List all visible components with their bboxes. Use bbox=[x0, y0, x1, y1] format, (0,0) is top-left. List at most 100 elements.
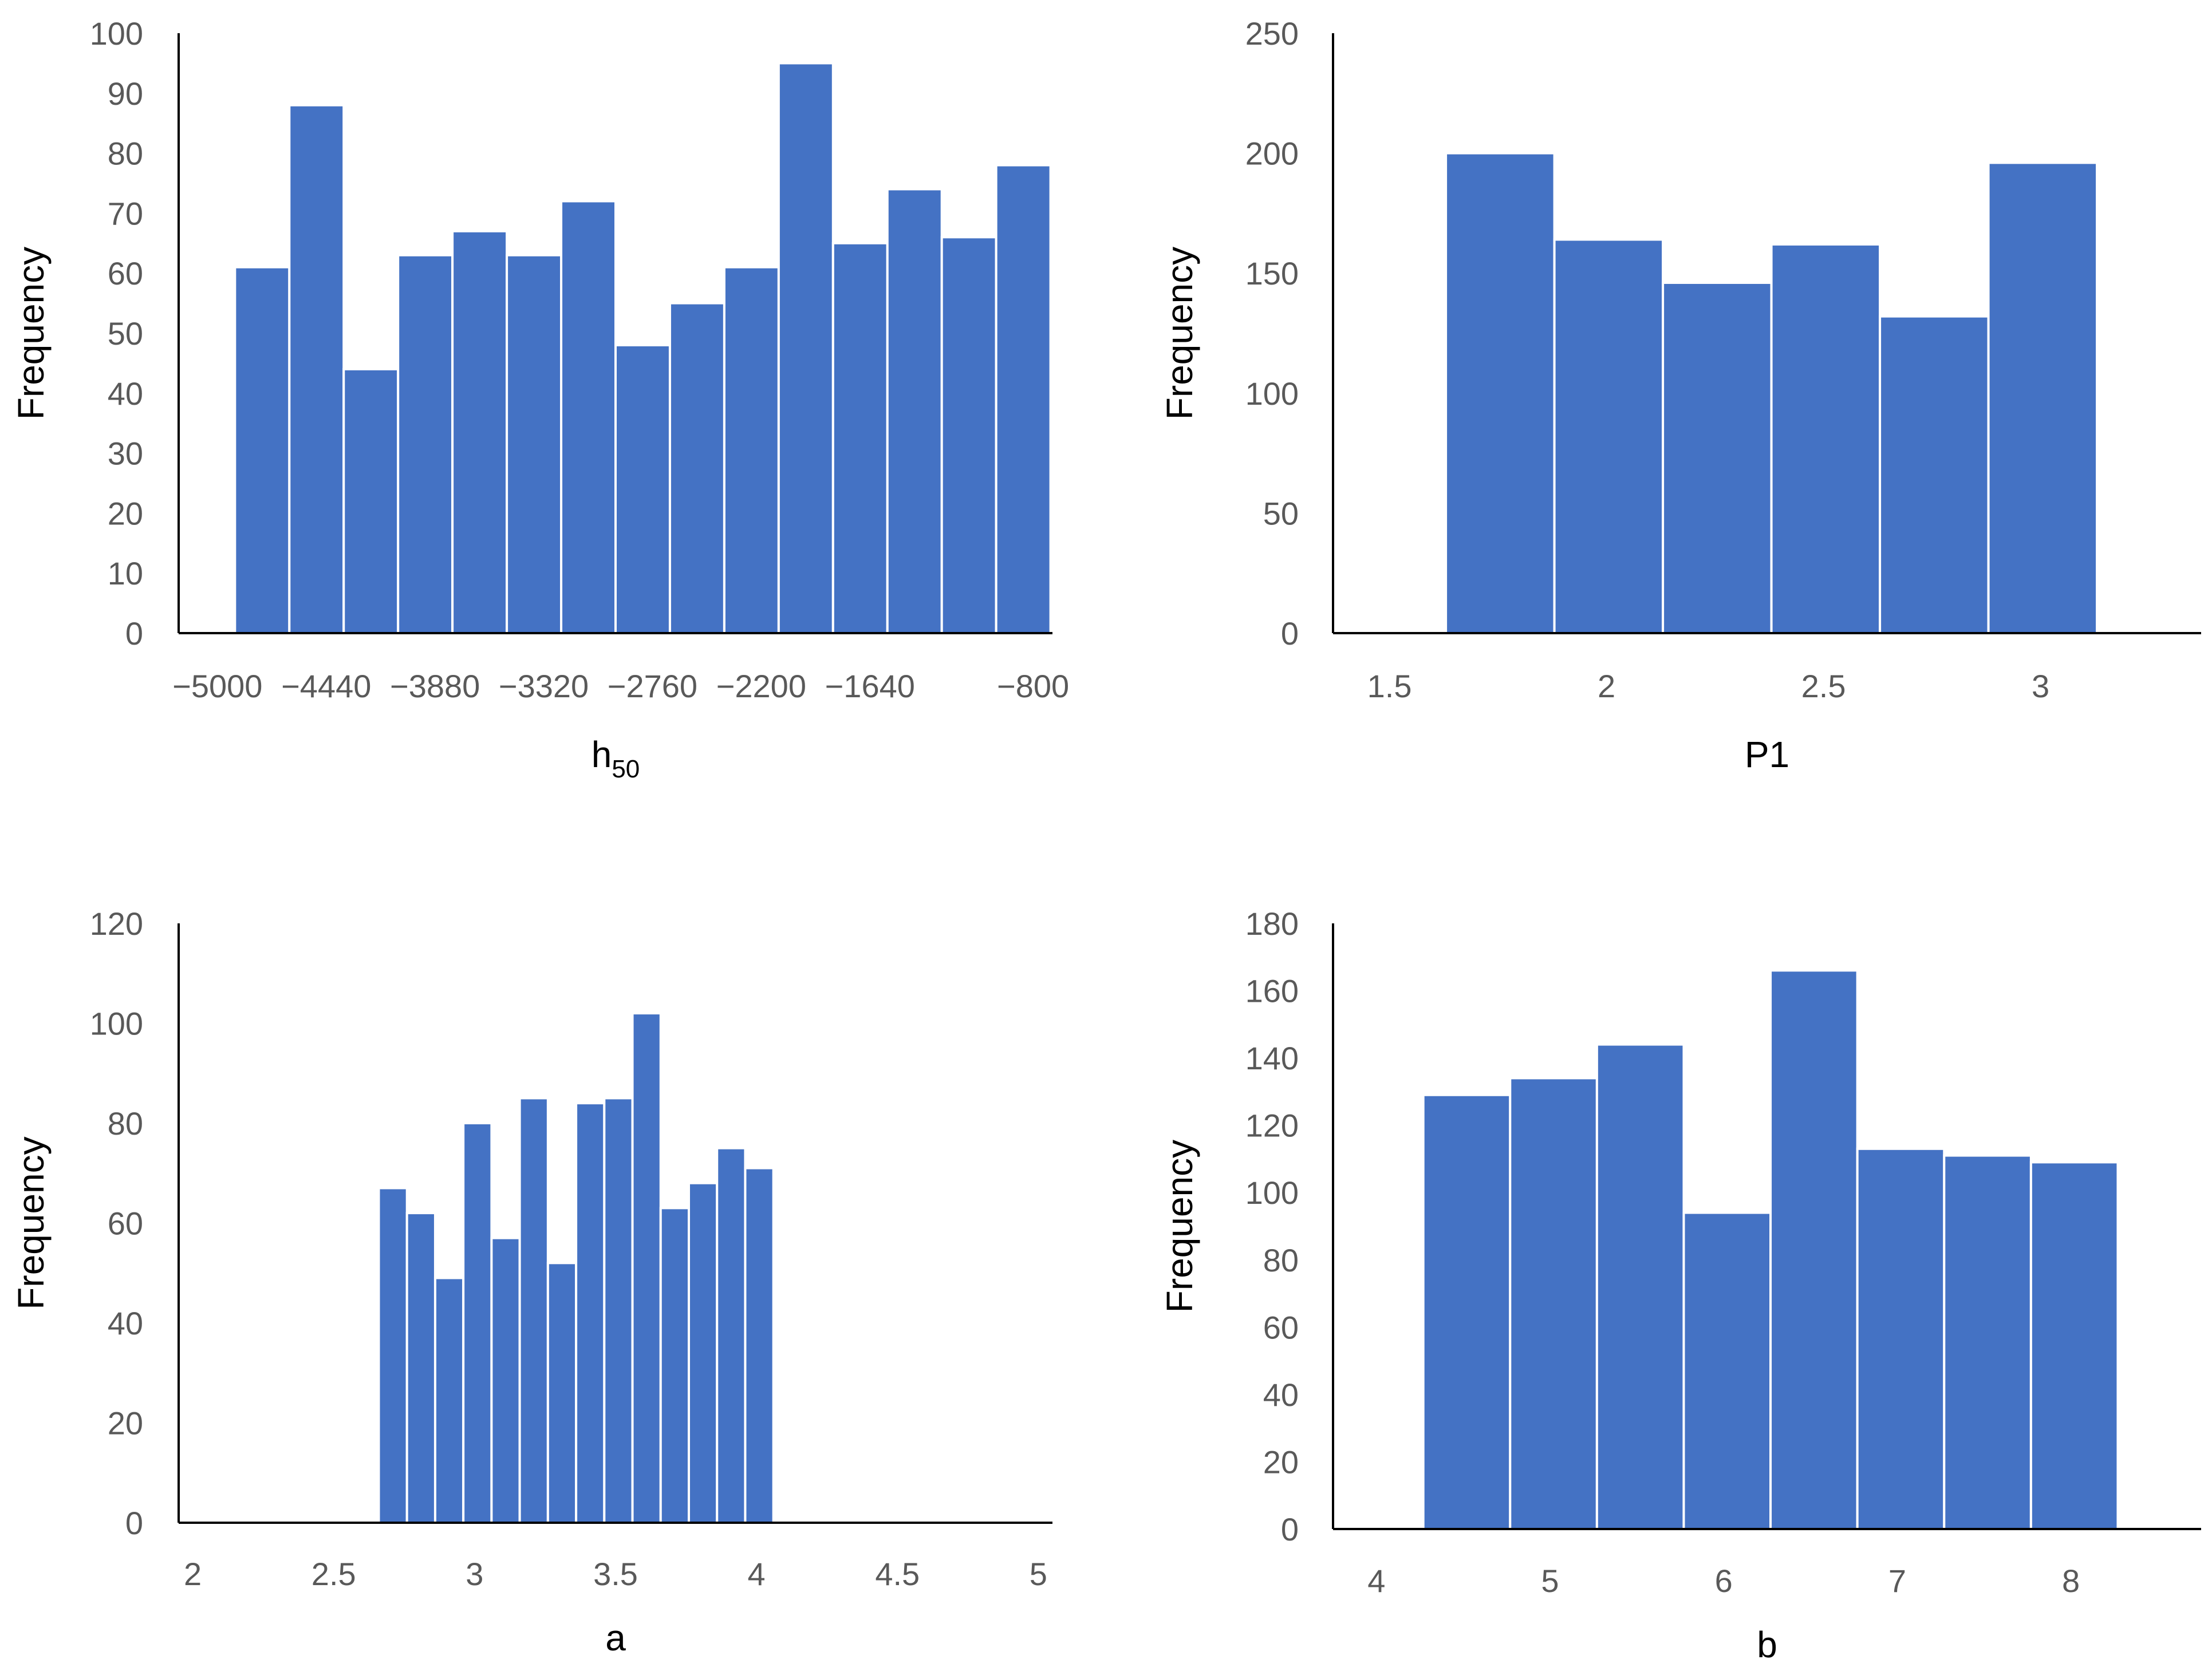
x-tick-label: 3 bbox=[466, 1556, 483, 1592]
x-tick-label: 2 bbox=[184, 1556, 202, 1592]
x-tick-label: 8 bbox=[2062, 1563, 2080, 1599]
y-tick-label: 80 bbox=[108, 136, 143, 172]
x-axis-title: a bbox=[605, 1617, 626, 1658]
x-tick-label: 5 bbox=[1030, 1556, 1047, 1592]
x-tick-label: 1.5 bbox=[1367, 668, 1412, 704]
bar bbox=[490, 1237, 521, 1524]
bar bbox=[631, 1012, 662, 1524]
x-axis-title-subscript: 50 bbox=[612, 755, 640, 783]
histogram-a: 0 20 40 60 80 100 120 2 2.5 3 3.5 4 4.5 5 Frequency a bbox=[0, 838, 1106, 1675]
bar bbox=[518, 1097, 549, 1524]
y-tick-label: 120 bbox=[90, 906, 143, 942]
y-tick-label: 0 bbox=[125, 615, 143, 651]
x-tick-label: −800 bbox=[997, 668, 1069, 704]
bar bbox=[288, 104, 345, 634]
y-tick-label: 0 bbox=[1281, 1511, 1299, 1547]
y-tick-label: 40 bbox=[1263, 1377, 1299, 1413]
bar bbox=[1553, 238, 1665, 634]
x-axis-title: P1 bbox=[1745, 734, 1789, 775]
y-tick-label: 60 bbox=[108, 1206, 143, 1242]
y-tick-label: 90 bbox=[108, 76, 143, 112]
bar bbox=[1879, 315, 1990, 634]
histogram-p1: 0 50 100 150 200 250 1.5 2 2.5 3 Frequency P1 bbox=[1106, 0, 2212, 838]
bar bbox=[995, 164, 1052, 634]
histogram-a-svg: 0 20 40 60 80 100 120 2 2.5 3 3.5 4 4.5 5 Frequency a bbox=[10, 906, 1052, 1658]
y-tick-label: 40 bbox=[108, 1305, 143, 1341]
y-tick-label: 20 bbox=[108, 1405, 143, 1441]
y-tick-label: 0 bbox=[125, 1505, 143, 1541]
x-tick-label: −5000 bbox=[172, 668, 262, 704]
y-tick-label: 100 bbox=[1245, 1175, 1299, 1211]
bar bbox=[723, 266, 780, 635]
y-tick-label: 120 bbox=[1245, 1108, 1299, 1144]
histogram-b-svg: 0 20 40 60 80 100 120 140 160 180 4 5 6 7 8 Frequency b bbox=[1159, 906, 2201, 1665]
bar bbox=[1595, 1043, 1685, 1531]
bar bbox=[1445, 152, 1556, 635]
bar bbox=[1943, 1154, 2032, 1530]
x-tick-label: 2.5 bbox=[312, 1556, 356, 1592]
bar bbox=[716, 1147, 747, 1524]
bar bbox=[668, 302, 725, 634]
y-tick-label: 80 bbox=[1263, 1242, 1299, 1278]
x-axis-title-main: a bbox=[605, 1617, 626, 1658]
x-tick-label: 3 bbox=[2032, 668, 2049, 704]
x-axis-title-main: b bbox=[1757, 1624, 1777, 1665]
bar bbox=[940, 236, 997, 634]
bar bbox=[886, 188, 943, 635]
bar bbox=[1682, 1211, 1772, 1530]
y-axis-title: Frequency bbox=[1159, 1140, 1200, 1313]
x-tick-label: −3880 bbox=[390, 668, 480, 704]
y-tick-label: 80 bbox=[108, 1105, 143, 1141]
y-tick-label: 200 bbox=[1245, 136, 1299, 172]
y-tick-label: 50 bbox=[1263, 495, 1299, 531]
bar bbox=[614, 343, 671, 635]
histogram-h50-svg: 0 10 20 30 40 50 60 70 80 90 100 −5000 −4440 −3880 −33… bbox=[10, 15, 1069, 783]
bar bbox=[1769, 969, 1859, 1531]
y-tick-label: 20 bbox=[108, 495, 143, 531]
x-tick-label: 4.5 bbox=[875, 1556, 920, 1592]
y-tick-label: 50 bbox=[108, 315, 143, 351]
y-tick-label: 180 bbox=[1245, 906, 1299, 942]
x-tick-label: 2 bbox=[1598, 668, 1615, 704]
y-axis-title: Frequency bbox=[10, 247, 52, 420]
y-axis-title: Frequency bbox=[1159, 247, 1200, 420]
y-tick-label: 100 bbox=[1245, 376, 1299, 412]
x-tick-label: −1640 bbox=[825, 668, 915, 704]
x-tick-label: 6 bbox=[1715, 1563, 1733, 1599]
bar bbox=[462, 1122, 493, 1524]
bar bbox=[603, 1097, 634, 1524]
bar bbox=[2029, 1161, 2119, 1530]
x-tick-label: −2760 bbox=[608, 668, 697, 704]
y-tick-label: 140 bbox=[1245, 1040, 1299, 1076]
bar bbox=[575, 1102, 606, 1524]
x-tick-label: 2.5 bbox=[1801, 668, 1846, 704]
bar bbox=[397, 254, 454, 634]
histogram-h50: 0 10 20 30 40 50 60 70 80 90 100 −5000 −4440 −3880 −33… bbox=[0, 0, 1106, 838]
bar bbox=[687, 1182, 719, 1524]
x-tick-label: −4440 bbox=[281, 668, 371, 704]
x-axis-title: b bbox=[1757, 1624, 1777, 1665]
bar bbox=[1662, 281, 1773, 634]
x-tick-label: 3.5 bbox=[593, 1556, 638, 1592]
x-tick-label: 5 bbox=[1541, 1563, 1559, 1599]
y-tick-label: 10 bbox=[108, 555, 143, 591]
bar bbox=[451, 230, 508, 634]
y-tick-label: 60 bbox=[1263, 1309, 1299, 1345]
bar bbox=[234, 266, 291, 635]
bar bbox=[1856, 1147, 1946, 1530]
bar bbox=[1422, 1093, 1512, 1530]
y-tick-label: 0 bbox=[1281, 615, 1299, 651]
y-tick-label: 160 bbox=[1245, 973, 1299, 1009]
x-tick-label: 4 bbox=[748, 1556, 766, 1592]
bar bbox=[433, 1277, 465, 1524]
histogram-b: 0 20 40 60 80 100 120 140 160 180 4 5 6 7 8 Frequency b bbox=[1106, 838, 2212, 1675]
bar bbox=[831, 242, 889, 634]
bar bbox=[744, 1167, 775, 1524]
x-axis-title-main: P1 bbox=[1745, 734, 1789, 775]
x-tick-label: 4 bbox=[1367, 1563, 1385, 1599]
bar bbox=[506, 254, 563, 634]
x-axis-title: h50 bbox=[592, 734, 640, 783]
x-tick-label: −3320 bbox=[499, 668, 589, 704]
y-tick-label: 30 bbox=[108, 436, 143, 472]
y-tick-label: 60 bbox=[108, 255, 143, 291]
